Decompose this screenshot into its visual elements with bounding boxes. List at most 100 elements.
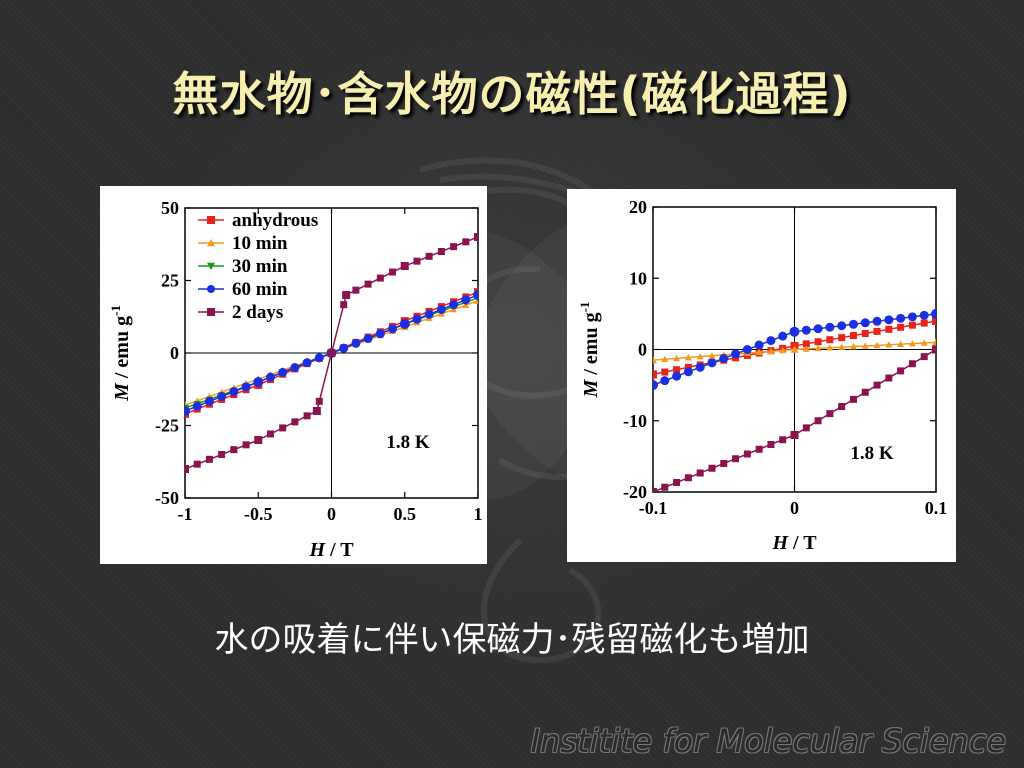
series-marker-anhydrous [802,340,810,348]
series-marker-10-min [696,353,704,360]
series-marker-60-min [907,312,917,322]
x-tick-label: 1 [474,504,483,524]
temperature-annotation: 1.8 K [386,432,430,453]
series-marker-10-min [767,347,775,355]
series-marker-60-min [790,327,799,337]
series-marker-60-min [314,353,324,363]
y-tick-label: 20 [629,197,647,217]
series-marker-60-min [766,336,776,346]
y-axis-label: M / emu g-1 [108,305,133,402]
series-marker-60-min [290,363,300,372]
series-marker-10-min [755,348,763,355]
legend-label-2-days: 2 days [232,302,283,323]
slide-title: 無水物･含水物の磁性(磁化過程) [172,67,852,121]
series-marker-60-min [412,314,422,324]
series-marker-2-days [802,424,810,432]
chart-left-svg: -1 -0.5 0 0.5 1 -50 -25 0 25 50 H / T M / emu g-1 1.… [108,198,483,561]
series-marker-anhydrous [814,338,822,346]
series-marker-60-min [241,382,251,392]
series-marker-anhydrous [826,336,834,344]
y-tick-label: -25 [155,416,179,436]
series-marker-2-days [425,252,433,260]
series-marker-2-days [779,436,787,444]
series-marker-2-days [743,450,751,458]
series-marker-60-min [278,367,288,377]
series-marker-60-min [229,387,239,397]
series-marker-2-days [720,460,728,467]
series-marker-2-days [462,238,470,246]
data-point-2-days [312,407,321,415]
series-marker-10-min [684,354,692,361]
series-marker-60-min [253,377,263,387]
series-marker-60-min [204,396,214,406]
y-tick-label: 50 [161,198,179,218]
series-marker-60-min [825,322,835,332]
x-tick-label: 0.5 [394,504,417,524]
series-marker-anhydrous [861,329,869,337]
series-marker-10-min [661,355,669,363]
series-marker-2-days [437,248,445,255]
series-marker-10-min [653,356,657,363]
series-marker-60-min [461,295,471,305]
series-marker-10-min [873,341,881,349]
footer-institute-name: Institite for Molecular Science [530,722,1006,760]
data-point-2-days [932,345,936,354]
series-marker-2-days [920,353,928,361]
series-marker-2-days [413,257,421,265]
series-marker-60-min [742,345,752,354]
series-marker-2-days [755,445,763,453]
series-marker-2-days [340,301,348,309]
series-marker-2-days [389,268,397,276]
x-axis-label: H / T [308,539,354,561]
series-marker-10-min [885,341,893,348]
series-marker-2-days [873,381,881,389]
series-marker-60-min [707,358,717,368]
legend-marker-60-min [207,285,215,293]
series-marker-2-days [861,388,869,396]
data-point-anhydrous [932,317,936,325]
series-marker-anhydrous [661,368,669,376]
series-marker-60-min [192,401,202,411]
series-marker-2-days [814,417,822,425]
series-marker-10-min [849,343,857,350]
legend-label-30-min: 30 min [232,256,288,277]
series-marker-10-min [826,344,834,351]
series-marker-60-min [872,316,882,326]
y-tick-label: 25 [161,271,179,291]
series-marker-anhydrous [885,325,893,333]
series-marker-10-min [673,354,681,362]
series-marker-10-min [861,342,869,349]
data-point-60-min [931,308,936,319]
legend-label-anhydrous: anhydrous [232,210,318,231]
series-2-days [185,233,478,473]
series-marker-60-min [801,325,811,335]
series-marker-2-days [291,418,299,426]
legend-marker-30-min [207,262,215,270]
series-marker-60-min [778,331,788,341]
series-marker-2-days [376,274,384,282]
series-marker-2-days [684,474,692,482]
series-marker-10-min [838,343,846,350]
series-marker-60-min [695,362,705,372]
series-marker-2-days [732,455,740,463]
series-marker-2-days [696,469,704,477]
legend-marker-anhydrous [207,216,215,224]
series-marker-anhydrous [838,334,846,342]
series-marker-2-days [826,410,834,418]
series-marker-2-days [653,488,657,492]
x-tick-label: -0.1 [639,498,668,518]
series-marker-2-days [791,431,798,439]
plot-area [653,308,936,492]
series-marker-60-min [351,338,361,348]
series-marker-2-days [401,262,409,270]
y-tick-label: 10 [629,268,647,288]
series-marker-60-min [185,406,190,416]
y-tick-label: 0 [170,343,179,363]
series-marker-60-min [339,343,349,353]
series-marker-60-min [660,376,670,386]
series-2-days [653,345,936,492]
series-marker-anhydrous [653,370,657,378]
series-marker-anhydrous [908,321,916,329]
series-marker-2-days [193,460,201,468]
series-marker-anhydrous [873,327,881,335]
